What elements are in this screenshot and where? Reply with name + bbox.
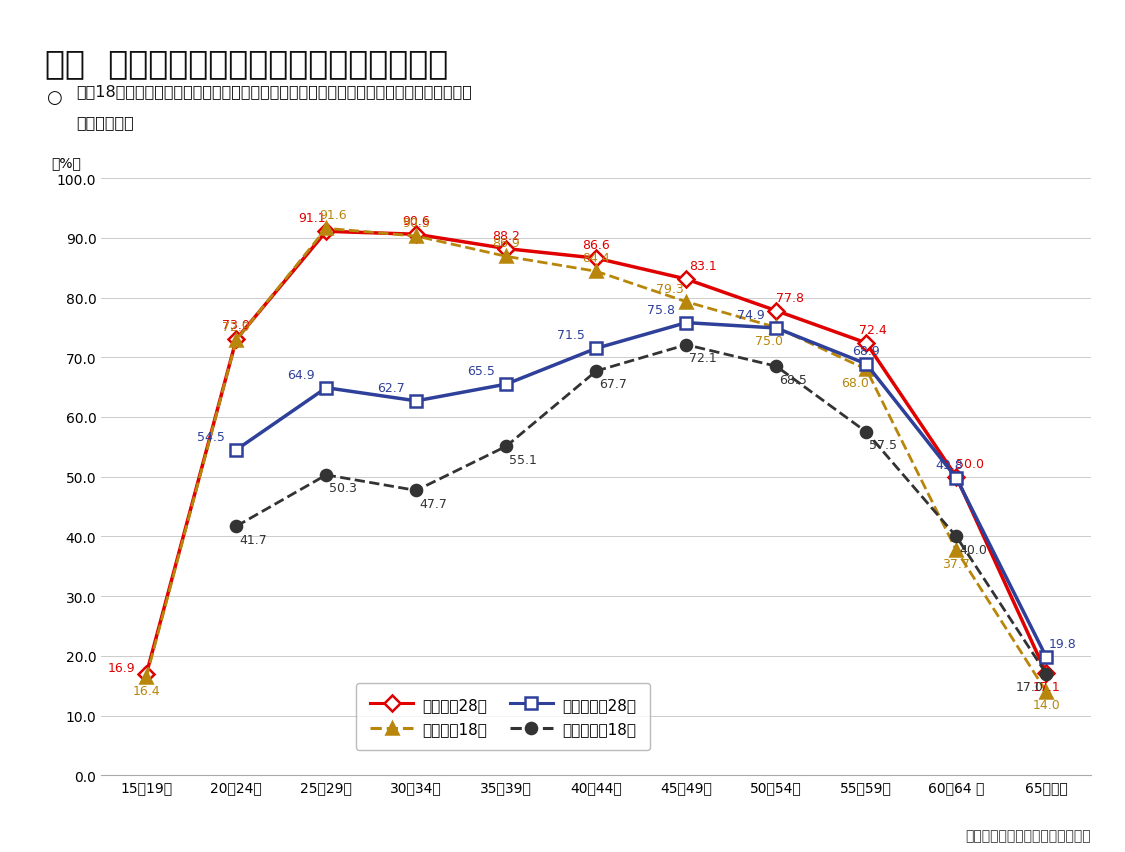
Text: 90.3: 90.3 (403, 217, 430, 230)
Text: 74.9: 74.9 (737, 308, 765, 322)
Text: 平成18年と比較し有配偶者の労働力率は上昇しているものの、未婚者の労働力率との差が: 平成18年と比較し有配偶者の労働力率は上昇しているものの、未婚者の労働力率との差… (76, 84, 471, 99)
Text: 72.4: 72.4 (860, 324, 888, 337)
未婚平成28年 (680, 274, 693, 285)
Text: 54.5: 54.5 (197, 430, 225, 443)
有配偶平成28年 (590, 344, 603, 354)
Text: 資料出所：総務省「労働力調査」: 資料出所：総務省「労働力調査」 (965, 828, 1091, 842)
未婚平成28年 (590, 254, 603, 264)
有配偶平成18年 (770, 361, 783, 371)
Text: 68.9: 68.9 (853, 344, 880, 358)
Text: 86.9: 86.9 (493, 237, 520, 250)
Text: 67.7: 67.7 (598, 378, 627, 391)
有配偶平成18年 (1040, 669, 1053, 679)
Text: 90.6: 90.6 (403, 215, 430, 228)
有配偶平成28年 (680, 318, 693, 328)
未婚平成18年 (770, 323, 783, 333)
未婚平成28年 (950, 472, 963, 482)
Line: 有配偶平成18年: 有配偶平成18年 (231, 340, 1052, 680)
Text: 40.0: 40.0 (958, 544, 987, 556)
Text: 49.8: 49.8 (935, 458, 963, 471)
未婚平成18年 (950, 545, 963, 556)
Text: 図表  女性の配偶関係、年齢階級別労働力率: 図表 女性の配偶関係、年齢階級別労働力率 (45, 47, 448, 80)
Text: 73.0: 73.0 (223, 319, 250, 331)
未婚平成18年 (319, 224, 333, 234)
Text: 83.1: 83.1 (688, 260, 717, 273)
未婚平成18年 (500, 252, 513, 262)
有配偶平成18年 (229, 521, 243, 532)
Text: 65.5: 65.5 (467, 365, 495, 377)
Text: 84.4: 84.4 (583, 252, 610, 265)
有配偶平成28年 (770, 324, 783, 334)
未婚平成18年 (860, 365, 873, 375)
未婚平成18年 (680, 297, 693, 308)
Text: 16.9: 16.9 (108, 661, 135, 675)
Text: 77.8: 77.8 (776, 291, 804, 304)
未婚平成18年 (229, 336, 243, 346)
有配偶平成28年 (319, 383, 333, 394)
未婚平成18年 (1040, 687, 1053, 697)
Text: 75.0: 75.0 (755, 335, 783, 348)
未婚平成28年 (319, 227, 333, 237)
Text: 71.5: 71.5 (557, 329, 585, 342)
未婚平成28年 (229, 335, 243, 345)
Text: 91.1: 91.1 (298, 212, 326, 225)
Text: 16.4: 16.4 (133, 684, 160, 697)
未婚平成28年 (500, 245, 513, 255)
Text: 86.6: 86.6 (583, 239, 610, 252)
有配偶平成18年 (410, 486, 423, 496)
未婚平成18年 (590, 267, 603, 277)
未婚平成28年 (770, 306, 783, 316)
Text: 68.5: 68.5 (778, 373, 807, 386)
Text: 生じている。: 生じている。 (76, 115, 134, 130)
有配偶平成18年 (590, 366, 603, 377)
未婚平成28年 (860, 338, 873, 348)
Text: 62.7: 62.7 (377, 382, 405, 394)
Legend: 未婚平成28年, 未婚平成18年, 有配偶平成28年, 有配偶平成18年: 未婚平成28年, 未婚平成18年, 有配偶平成28年, 有配偶平成18年 (357, 683, 649, 750)
Text: 50.3: 50.3 (328, 481, 357, 495)
Text: 79.3: 79.3 (656, 283, 684, 296)
未婚平成28年 (410, 230, 423, 240)
有配偶平成18年 (680, 340, 693, 350)
未婚平成28年 (1040, 668, 1053, 678)
Text: 17.1: 17.1 (1033, 680, 1060, 693)
Text: ○: ○ (46, 89, 62, 106)
Line: 未婚平成18年: 未婚平成18年 (140, 222, 1053, 698)
Text: 55.1: 55.1 (508, 453, 537, 466)
Text: 50.0: 50.0 (956, 458, 984, 470)
Text: 68.0: 68.0 (842, 377, 870, 389)
有配偶平成28年 (500, 380, 513, 390)
Text: 75.8: 75.8 (647, 303, 675, 316)
Text: 41.7: 41.7 (238, 533, 267, 546)
Text: 91.6: 91.6 (319, 209, 346, 222)
有配偶平成28年 (860, 360, 873, 370)
Text: 19.8: 19.8 (1048, 637, 1077, 650)
未婚平成28年 (140, 670, 153, 680)
有配偶平成18年 (319, 470, 333, 481)
有配偶平成28年 (1040, 652, 1053, 662)
Text: 47.7: 47.7 (418, 498, 447, 510)
Line: 未婚平成28年: 未婚平成28年 (141, 227, 1052, 680)
有配偶平成28年 (410, 396, 423, 406)
Text: 37.7: 37.7 (943, 557, 970, 570)
有配偶平成18年 (500, 441, 513, 452)
有配偶平成18年 (950, 532, 963, 542)
Text: 88.2: 88.2 (493, 229, 520, 242)
Line: 有配偶平成28年: 有配偶平成28年 (231, 318, 1052, 663)
有配偶平成28年 (229, 445, 243, 455)
Text: 14.0: 14.0 (1033, 699, 1060, 711)
Text: 17.0: 17.0 (1016, 681, 1044, 694)
Text: 64.9: 64.9 (288, 368, 315, 382)
Text: 57.5: 57.5 (868, 439, 897, 452)
有配偶平成18年 (860, 428, 873, 438)
Text: 72.1: 72.1 (688, 352, 717, 365)
有配偶平成28年 (950, 473, 963, 483)
Text: （%）: （%） (52, 156, 81, 170)
未婚平成18年 (140, 672, 153, 682)
Text: 72.9: 72.9 (223, 320, 250, 334)
未婚平成18年 (410, 232, 423, 242)
